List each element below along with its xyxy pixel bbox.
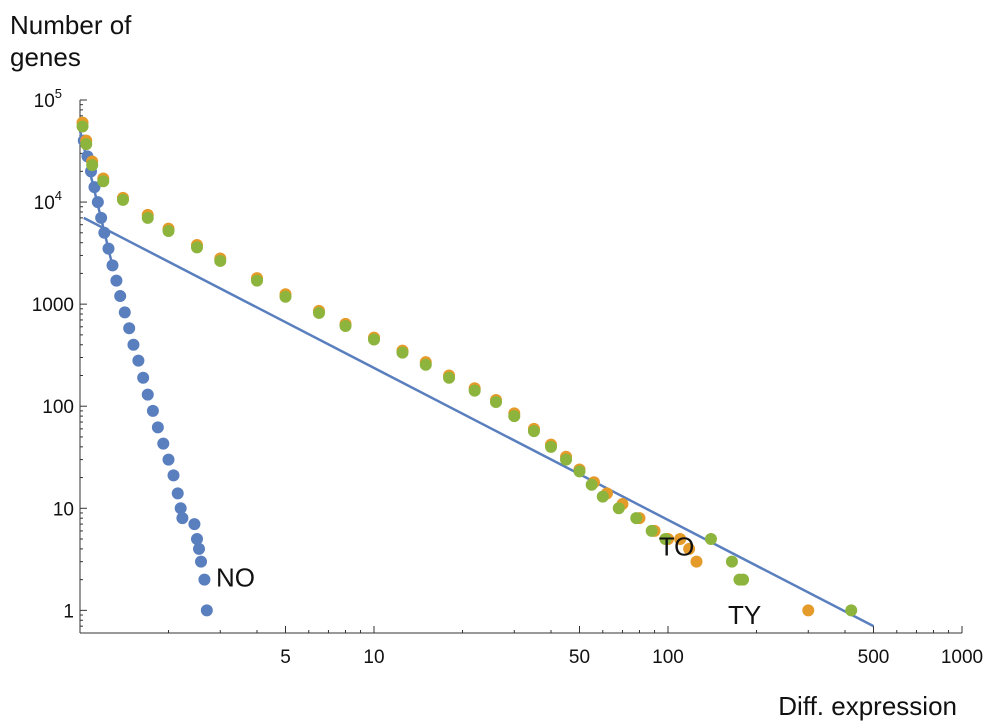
- data-point: [683, 542, 696, 555]
- data-point: [674, 533, 687, 546]
- series-label-ty: TY: [728, 600, 761, 630]
- data-point: [279, 290, 292, 303]
- x-tick-label: 10: [363, 647, 384, 668]
- data-point: [725, 555, 738, 568]
- data-point: [802, 604, 815, 617]
- data-point: [174, 502, 187, 515]
- data-point: [193, 542, 206, 555]
- data-point: [312, 306, 325, 319]
- x-tick-label: 50: [569, 647, 590, 668]
- x-tick-label: 1000: [941, 647, 983, 668]
- data-point: [86, 159, 99, 172]
- data-point: [200, 604, 213, 617]
- data-point: [88, 181, 101, 194]
- steep-reference-line: [78, 130, 113, 263]
- data-point: [116, 193, 129, 206]
- data-point: [737, 573, 750, 586]
- data-point: [102, 242, 115, 255]
- data-point: [198, 573, 211, 586]
- data-point: [141, 388, 154, 401]
- data-point: [368, 333, 380, 346]
- data-point: [396, 346, 409, 359]
- data-point: [490, 395, 503, 408]
- data-point: [573, 465, 586, 478]
- data-point: [157, 437, 170, 450]
- ticks: [80, 99, 963, 634]
- x-axis-title: Diff. expression: [778, 691, 957, 721]
- data-point: [612, 502, 625, 515]
- data-point: [171, 487, 184, 500]
- data-point: [127, 338, 140, 351]
- data-point: [106, 259, 119, 272]
- series-to-points: [76, 116, 815, 617]
- data-point: [141, 211, 154, 224]
- series-label-no: NO: [216, 562, 255, 592]
- data-point: [560, 453, 573, 466]
- data-point: [645, 524, 658, 537]
- data-point: [190, 241, 203, 254]
- data-point: [167, 469, 180, 482]
- data-point: [585, 478, 598, 491]
- data-point: [508, 410, 521, 423]
- data-point: [132, 354, 145, 367]
- data-point: [110, 274, 123, 287]
- data-point: [95, 211, 108, 224]
- data-point: [162, 225, 175, 238]
- data-point: [190, 533, 203, 546]
- data-point: [162, 453, 175, 466]
- data-point: [146, 404, 159, 417]
- series-label-to: TO: [659, 532, 695, 562]
- x-tick-label: 5: [280, 647, 291, 668]
- y-axis-title-line-2: genes: [10, 42, 81, 72]
- power-law-fit-line: [83, 216, 875, 628]
- y-tick-label: 1: [63, 601, 74, 622]
- series-no-points: [77, 134, 213, 617]
- series-ty-points: [76, 120, 858, 617]
- data-point: [630, 512, 643, 525]
- data-point: [188, 518, 201, 531]
- x-tick-label: 500: [858, 647, 890, 668]
- data-point: [339, 320, 352, 333]
- data-point: [195, 555, 208, 568]
- tick-labels: 5 10 50 100 500 1000 1 10 100 1000 104 105: [32, 86, 983, 668]
- data-point: [704, 533, 717, 546]
- data-point: [659, 533, 672, 546]
- data-point: [80, 138, 93, 151]
- data-point: [545, 440, 558, 453]
- y-tick-label: 105: [34, 86, 62, 112]
- data-point: [468, 384, 481, 397]
- data-point: [419, 358, 432, 371]
- data-point: [690, 555, 703, 568]
- data-point: [137, 371, 150, 384]
- data-point: [98, 226, 111, 239]
- data-point: [845, 604, 858, 617]
- data-point: [151, 421, 164, 434]
- series-labels: NO TO TY: [216, 532, 761, 630]
- y-tick-label: 100: [42, 397, 74, 418]
- data-point: [251, 274, 264, 287]
- data-point: [118, 306, 131, 319]
- data-point: [91, 196, 104, 209]
- data-point: [214, 254, 227, 267]
- data-point: [76, 120, 89, 133]
- y-axis-title-line-1: Number of: [10, 10, 132, 40]
- y-tick-label: 10: [53, 499, 74, 520]
- data-point: [443, 371, 456, 384]
- data-point: [123, 322, 136, 335]
- data-point: [596, 490, 609, 503]
- data-point: [114, 290, 127, 303]
- data-point: [97, 175, 110, 188]
- axes: [79, 100, 962, 634]
- data-points: [76, 116, 858, 617]
- x-tick-label: 100: [652, 647, 684, 668]
- data-point: [527, 425, 540, 438]
- y-tick-label: 104: [34, 188, 62, 214]
- data-point: [176, 512, 189, 525]
- y-tick-label: 1000: [32, 295, 74, 316]
